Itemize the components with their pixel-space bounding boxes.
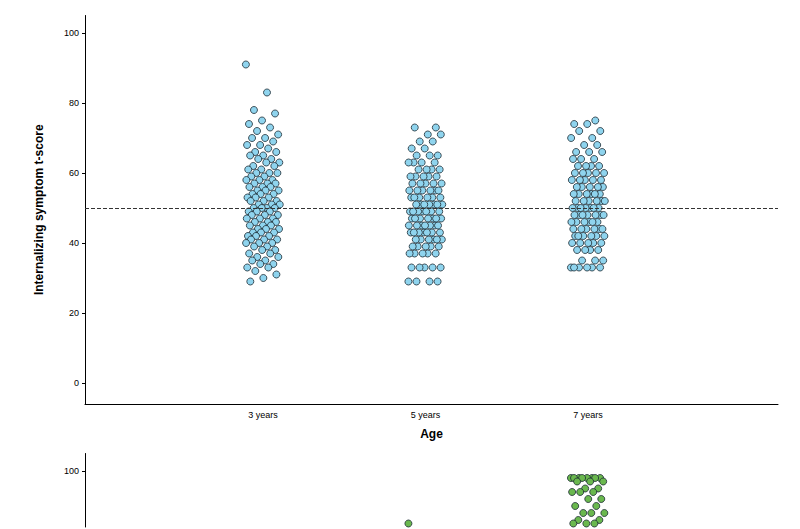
svg-text:80: 80 [69, 98, 79, 108]
svg-text:Internalizing symptom t-score: Internalizing symptom t-score [32, 124, 46, 295]
svg-text:5 years: 5 years [411, 410, 441, 420]
svg-text:20: 20 [69, 308, 79, 318]
svg-text:3 years: 3 years [248, 410, 278, 420]
svg-text:0: 0 [74, 378, 79, 388]
svg-text:60: 60 [69, 168, 79, 178]
svg-text:100: 100 [64, 466, 79, 476]
svg-text:7 years: 7 years [573, 410, 603, 420]
svg-text:100: 100 [64, 28, 79, 38]
svg-text:Age: Age [420, 427, 443, 441]
svg-text:40: 40 [69, 238, 79, 248]
